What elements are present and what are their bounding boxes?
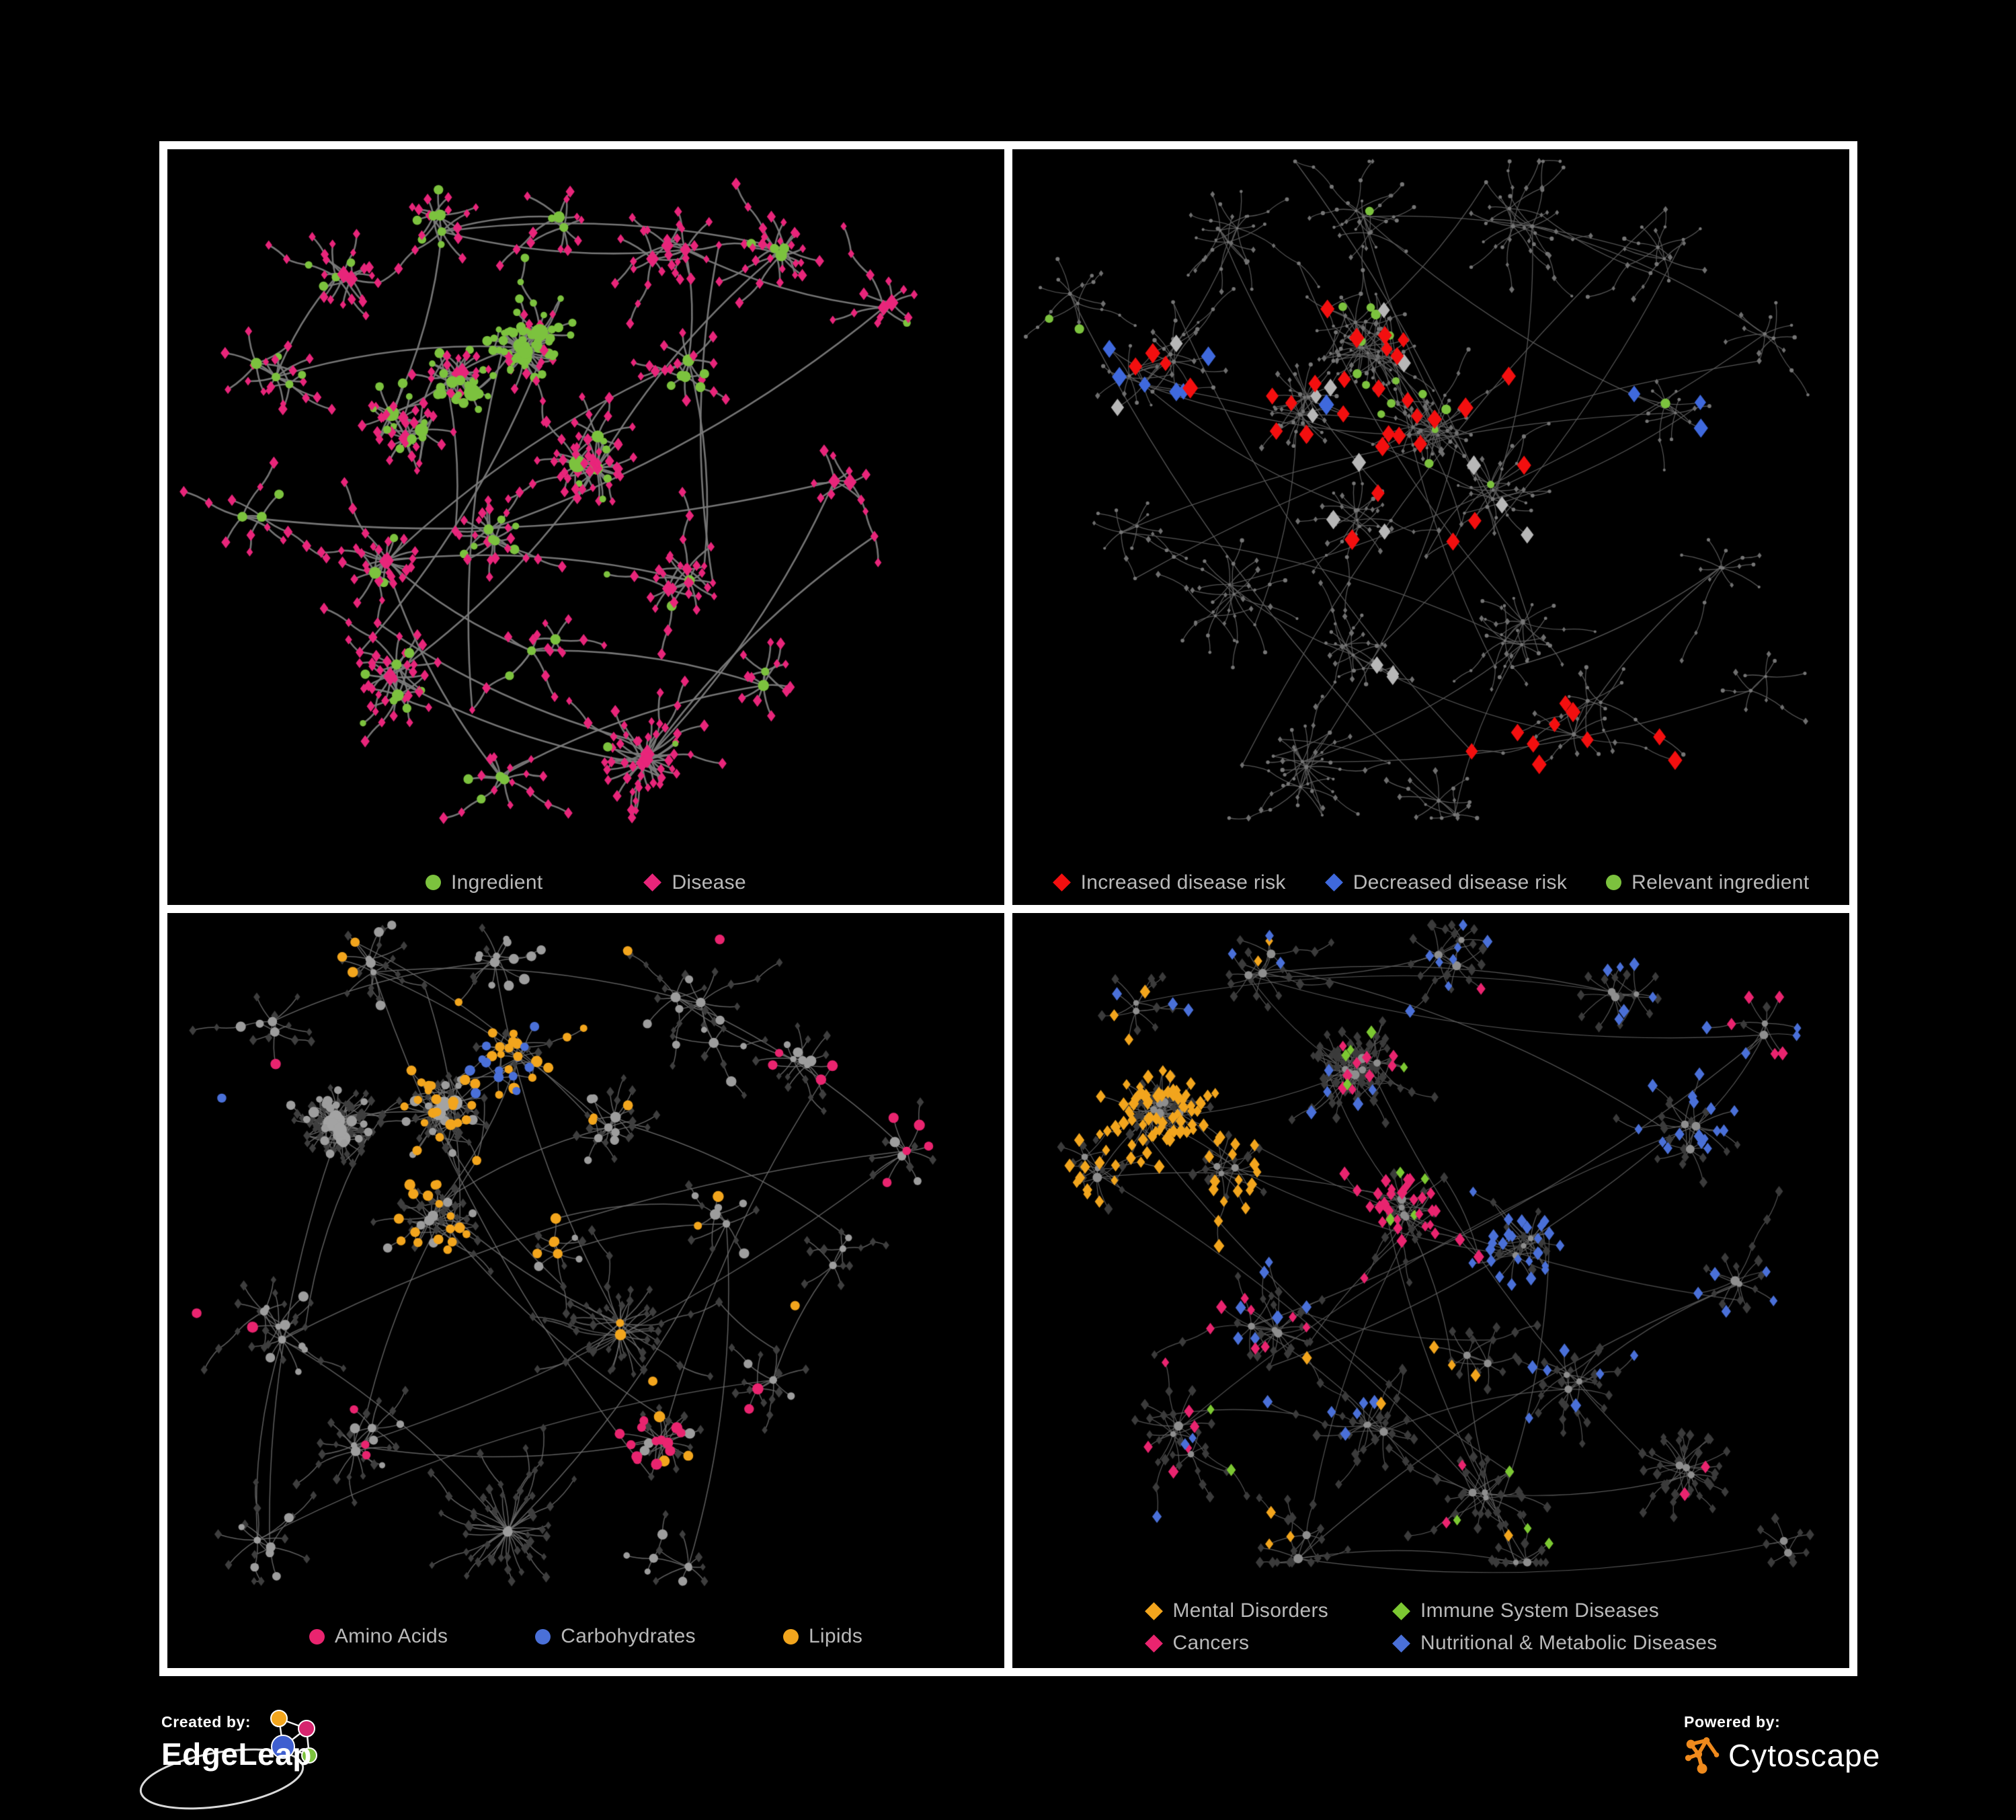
- edgeleap-swoosh: [139, 1748, 305, 1810]
- panel-grid: Ingredient Disease Increased disease risk…: [159, 141, 1857, 1676]
- legend-label: Relevant ingredient: [1631, 871, 1810, 894]
- legend-item: Immune System Diseases: [1392, 1599, 1717, 1622]
- edgeleap-credit: Created by: EdgeLeap: [161, 1713, 312, 1772]
- legend-item: Amino Acids: [309, 1625, 448, 1648]
- circle-marker-icon: [1606, 875, 1622, 890]
- panel-disease-risk: Increased disease risk Decreased disease …: [1012, 149, 1849, 905]
- diamond-marker-icon: [1392, 1601, 1410, 1620]
- legend-item: Carbohydrates: [535, 1625, 696, 1648]
- panel-nutrient-classes: Amino Acids Carbohydrates Lipids: [167, 912, 1004, 1668]
- created-by-label: Created by:: [161, 1713, 251, 1731]
- panel-disease-classes: Mental Disorders Immune System Diseases Ca…: [1012, 912, 1849, 1668]
- legend-label: Cancers: [1172, 1632, 1250, 1654]
- cytoscape-credit: Powered by: Cytoscape: [1684, 1713, 1880, 1776]
- network-canvas-nutrient-classes: [167, 912, 1004, 1668]
- legend-disease-classes: Mental Disorders Immune System Diseases Ca…: [1012, 1599, 1849, 1655]
- diamond-marker-icon: [1052, 873, 1071, 892]
- powered-by-label: Powered by:: [1684, 1713, 1781, 1731]
- diamond-marker-icon: [1144, 1601, 1163, 1620]
- legend-label: Increased disease risk: [1080, 871, 1286, 894]
- legend-label: Mental Disorders: [1172, 1599, 1329, 1622]
- legend-disease-risk: Increased disease risk Decreased disease …: [1012, 871, 1849, 894]
- circle-marker-icon: [782, 1628, 799, 1645]
- edgeleap-node-orange: [270, 1710, 288, 1727]
- circle-marker-icon: [426, 875, 442, 890]
- cytoscape-logo-text: Cytoscape: [1728, 1738, 1881, 1773]
- legend-label: Amino Acids: [334, 1625, 448, 1647]
- edgeleap-logo-icon: [139, 1710, 317, 1810]
- edgeleap-logo-text: EdgeLeap: [161, 1737, 312, 1772]
- network-canvas-ingredient-disease: [167, 149, 1004, 905]
- legend-item: Increased disease risk: [1052, 871, 1286, 894]
- network-canvas-disease-classes: [1012, 912, 1849, 1668]
- cytoscape-logo-icon: [1685, 1737, 1720, 1774]
- legend-item: Disease: [643, 871, 746, 894]
- legend-item: Cancers: [1144, 1632, 1329, 1655]
- network-canvas-disease-risk: [1012, 149, 1849, 905]
- edgeleap-node-green: [301, 1747, 317, 1764]
- circle-marker-icon: [535, 1628, 551, 1645]
- diamond-marker-icon: [643, 873, 662, 892]
- legend-label: Immune System Diseases: [1420, 1599, 1660, 1622]
- legend-item: Decreased disease risk: [1324, 871, 1568, 894]
- legend-label: Decreased disease risk: [1353, 871, 1568, 894]
- legend-label: Nutritional & Metabolic Diseases: [1420, 1632, 1718, 1654]
- legend-label: Ingredient: [451, 871, 543, 894]
- legend-item: Ingredient: [426, 871, 542, 894]
- legend-item: Nutritional & Metabolic Diseases: [1392, 1632, 1717, 1655]
- diamond-marker-icon: [1144, 1634, 1163, 1653]
- legend-item: Lipids: [782, 1625, 863, 1648]
- legend-ingredient-disease: Ingredient Disease: [167, 871, 1004, 894]
- legend-label: Disease: [672, 871, 746, 894]
- legend-label: Carbohydrates: [561, 1625, 696, 1647]
- circle-marker-icon: [309, 1628, 325, 1645]
- legend-item: Relevant ingredient: [1606, 871, 1809, 894]
- panel-ingredient-disease: Ingredient Disease: [167, 149, 1004, 905]
- legend-nutrient-classes: Amino Acids Carbohydrates Lipids: [167, 1625, 1004, 1648]
- edgeleap-node-blue: [271, 1735, 295, 1759]
- diamond-marker-icon: [1324, 873, 1343, 892]
- legend-label: Lipids: [808, 1625, 863, 1647]
- edgeleap-node-pink: [298, 1720, 315, 1737]
- legend-item: Mental Disorders: [1144, 1599, 1329, 1622]
- diamond-marker-icon: [1392, 1634, 1410, 1653]
